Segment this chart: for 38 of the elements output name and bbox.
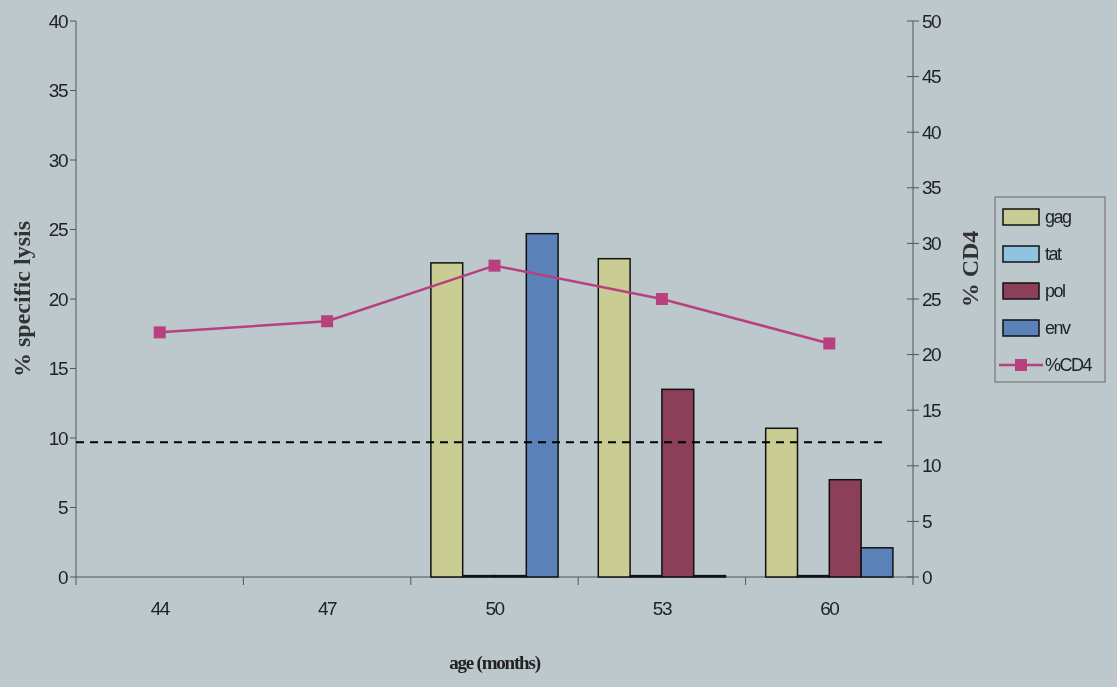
point xyxy=(153,326,166,339)
y2-tick-label: 40 xyxy=(922,121,942,143)
x-tick-label: 44 xyxy=(150,598,171,619)
point xyxy=(321,315,334,328)
y-tick-label: 40 xyxy=(48,10,68,32)
y-axis-title: % specific lysis xyxy=(9,221,35,377)
y-tick-label: 30 xyxy=(48,149,68,171)
point xyxy=(823,337,836,350)
legend-label: pol xyxy=(1045,281,1066,302)
x-tick-label: 50 xyxy=(485,598,505,619)
y2-tick-label: 50 xyxy=(922,10,942,32)
y2-tick-label: 35 xyxy=(922,177,942,199)
y-tick-label: 0 xyxy=(57,566,68,588)
y2-tick-label: 20 xyxy=(922,344,942,366)
y2-tick-label: 10 xyxy=(922,455,942,477)
legend-label: env xyxy=(1045,318,1072,339)
y2-tick-label: 15 xyxy=(922,399,942,421)
y2-axis-title: % CD4 xyxy=(957,230,983,308)
point xyxy=(488,259,501,272)
y-tick-label: 25 xyxy=(48,219,68,241)
legend-label: tat xyxy=(1045,244,1063,265)
y-tick-label: 35 xyxy=(48,80,68,102)
y-tick-label: 5 xyxy=(57,497,68,519)
legend-label: %CD4 xyxy=(1045,355,1093,376)
x-tick-label: 60 xyxy=(820,598,840,619)
x-tick-label: 53 xyxy=(652,598,672,619)
point xyxy=(655,293,668,305)
x-axis-title: age (months) xyxy=(449,652,541,674)
y-tick-label: 10 xyxy=(48,427,68,449)
y2-tick-label: 25 xyxy=(922,288,942,310)
y-tick-label: 15 xyxy=(48,358,68,380)
x-tick-label: 47 xyxy=(318,598,338,619)
y2-tick-label: 0 xyxy=(922,566,932,588)
legend-label: gag xyxy=(1045,207,1072,228)
y2-tick-label: 30 xyxy=(922,233,942,255)
y-tick-label: 20 xyxy=(48,288,68,310)
y2-tick-label: 5 xyxy=(922,511,932,533)
y2-tick-label: 45 xyxy=(922,66,942,88)
